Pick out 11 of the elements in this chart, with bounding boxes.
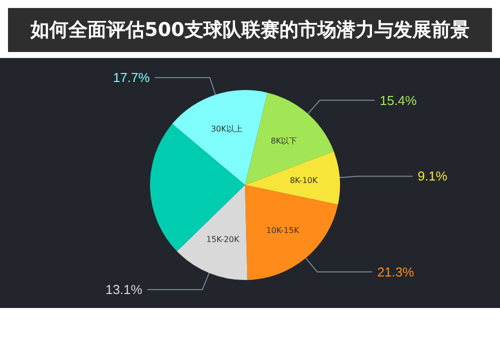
slice-label: 15K-20K xyxy=(206,235,240,244)
chart-title: 如何全面评估500支球队联赛的市场潜力与发展前景 xyxy=(8,8,492,52)
data-label: 15.4% xyxy=(380,92,418,108)
data-label: 21.3% xyxy=(377,264,415,280)
slice-label: 8K以下 xyxy=(270,136,298,146)
data-label: 17.7% xyxy=(112,70,150,86)
data-label: 13.1% xyxy=(105,282,143,298)
slice-label: 8K-10K xyxy=(290,176,318,185)
data-label: 9.1% xyxy=(418,168,448,184)
slice-label: 10K-15K xyxy=(266,226,300,235)
slice-label: 30K以上 xyxy=(210,124,242,134)
